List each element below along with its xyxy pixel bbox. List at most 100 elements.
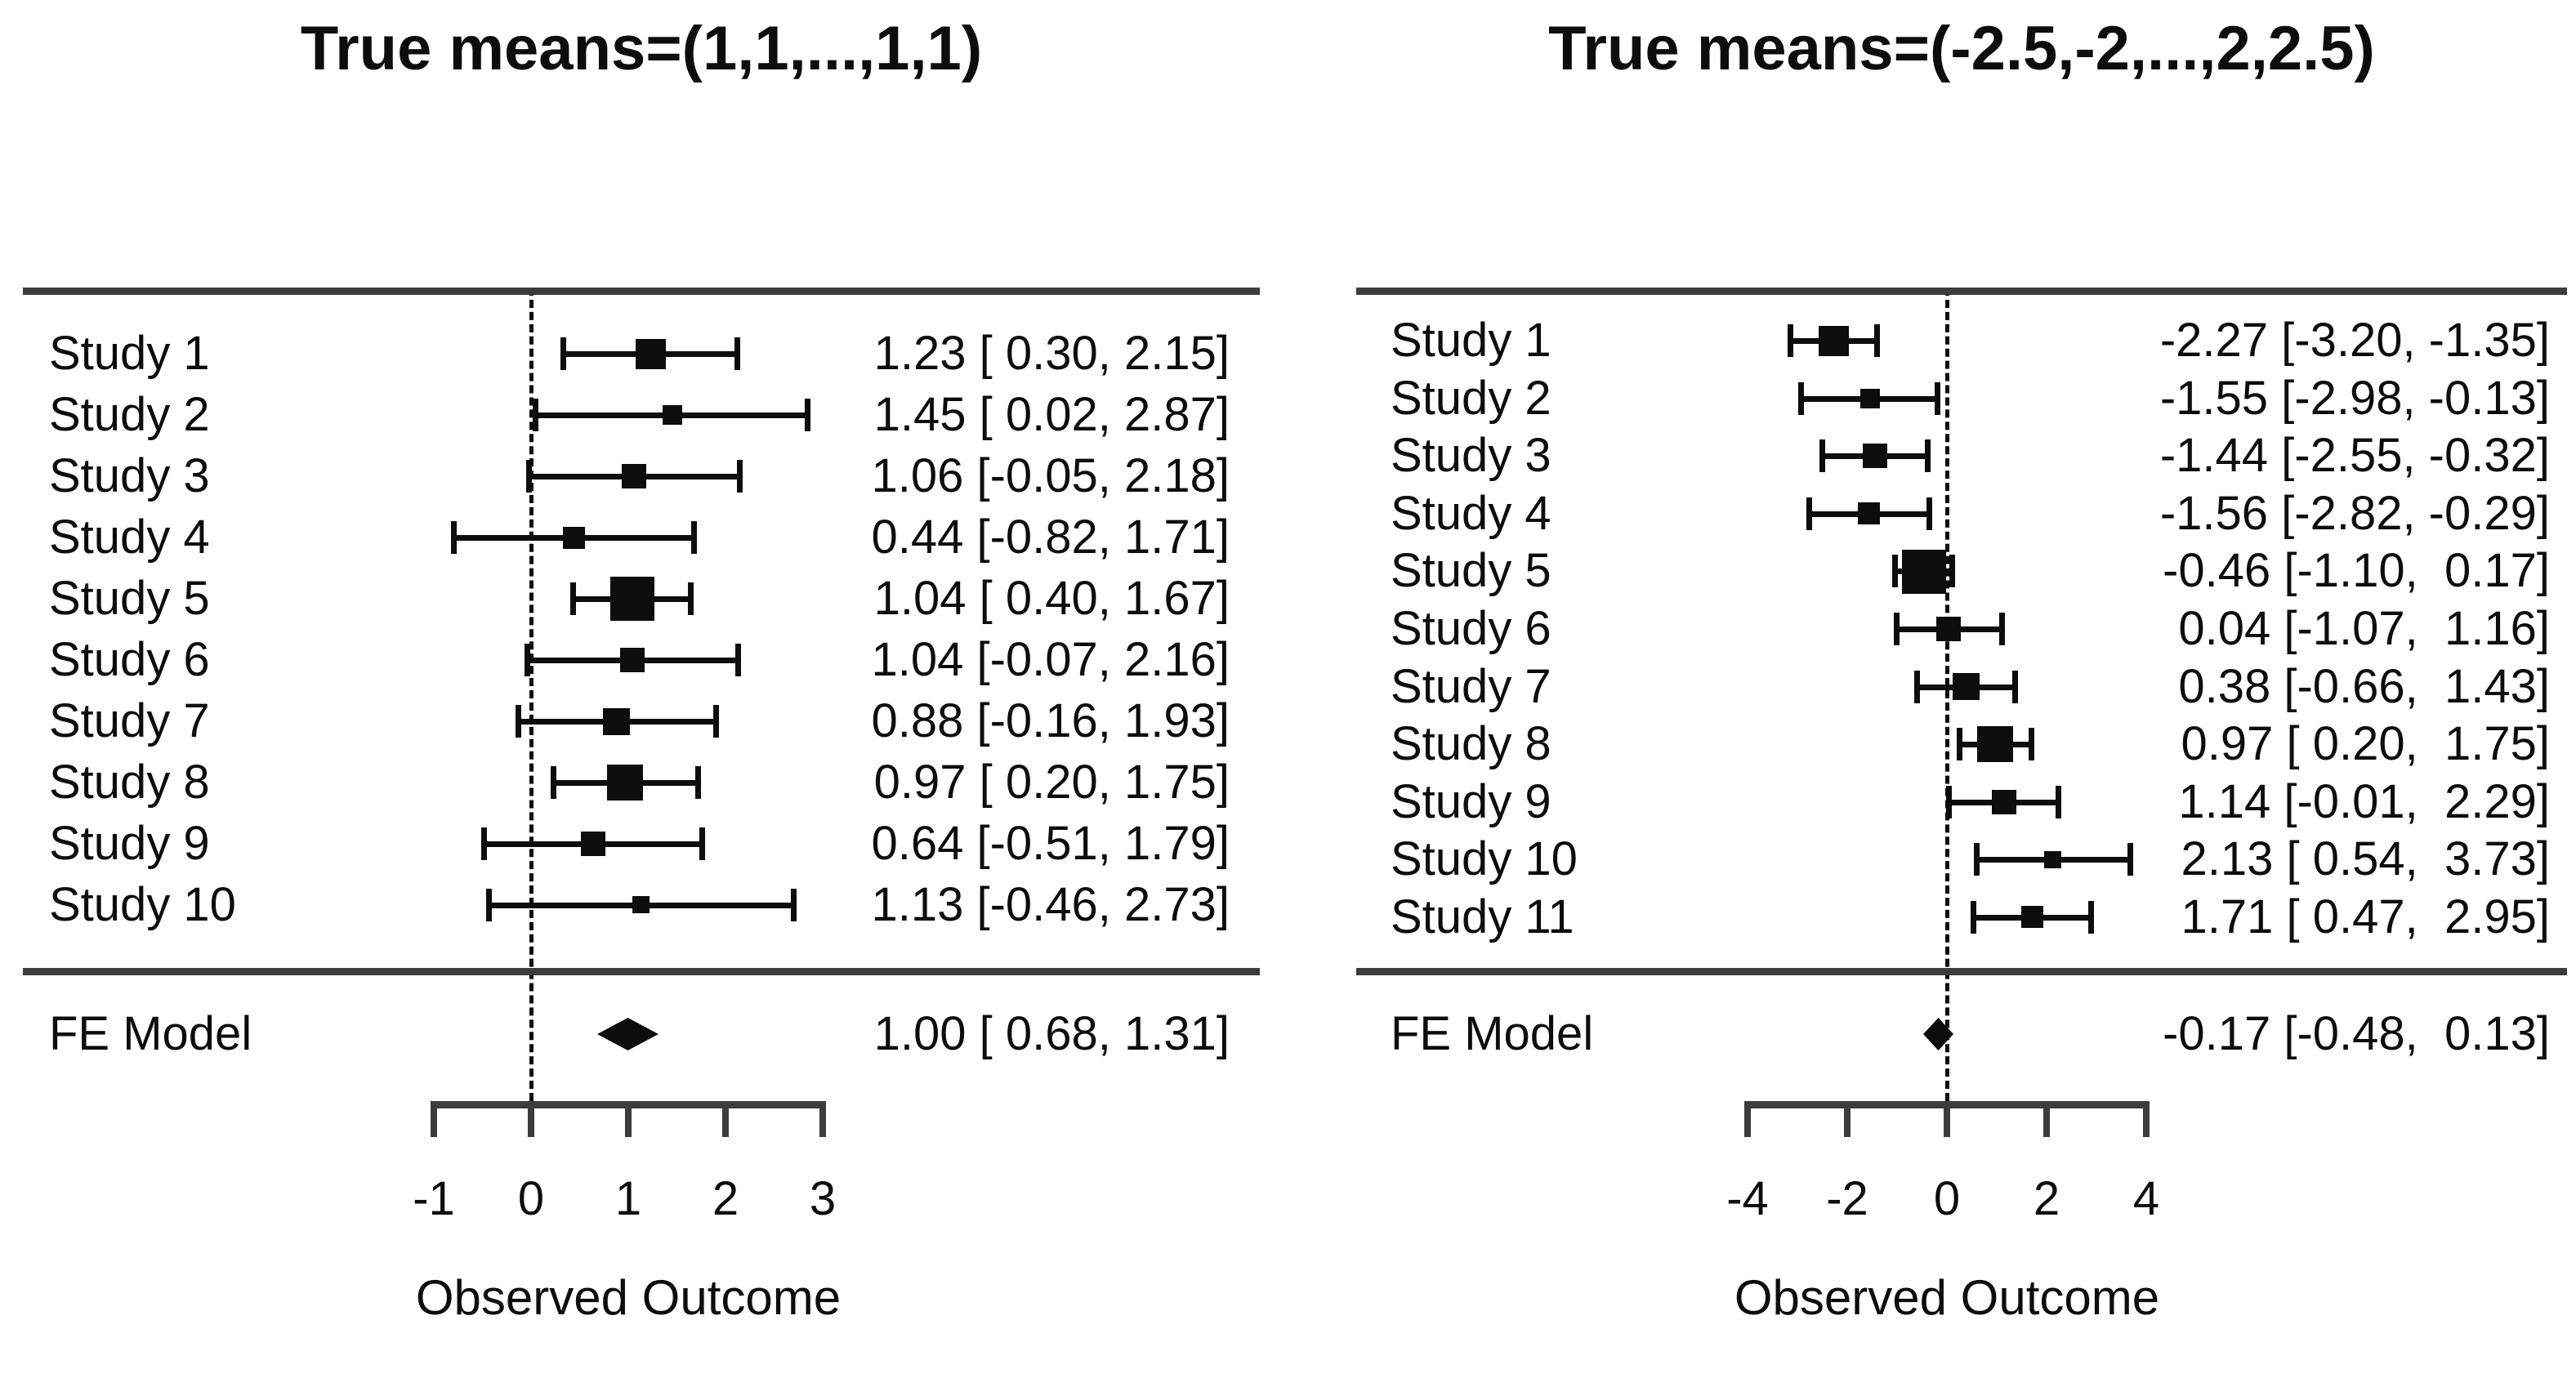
- ci-cap-right: [2088, 901, 2094, 934]
- point-estimate-square: [1992, 790, 2016, 814]
- ci-cap-right: [1926, 497, 1932, 530]
- ci-cap-left: [570, 582, 576, 615]
- summary-diamond: [597, 1018, 659, 1050]
- estimate-annotation: -1.56 [-2.82, -0.29]: [2159, 487, 2550, 540]
- estimate-annotation: 1.04 [-0.07, 2.16]: [871, 633, 1230, 686]
- ci-cap-right: [2029, 728, 2034, 760]
- study-label: Study 9: [49, 817, 210, 870]
- point-estimate-square: [1936, 617, 1961, 641]
- x-axis-label: Observed Outcome: [415, 1270, 842, 1325]
- ci-cap-left: [551, 766, 556, 799]
- ci-cap-left: [481, 827, 487, 860]
- study-label: Study 3: [1391, 429, 1551, 482]
- x-tick-label: 4: [2132, 1172, 2160, 1225]
- point-estimate-square: [632, 896, 650, 913]
- ci-cap-right: [1999, 613, 2005, 645]
- x-axis-tick: [431, 1101, 437, 1137]
- ci-cap-left: [1914, 671, 1920, 703]
- ci-cap-left: [1788, 324, 1793, 357]
- ci-cap-left: [451, 521, 457, 554]
- ci-cap-right: [699, 827, 705, 860]
- ci-cap-right: [2012, 671, 2018, 703]
- x-axis-tick: [722, 1101, 729, 1137]
- ci-cap-left: [1806, 497, 1812, 530]
- ci-cap-right: [691, 521, 697, 554]
- study-label: Study 5: [49, 572, 210, 625]
- x-tick-label: 1: [614, 1172, 642, 1225]
- point-estimate-square: [1858, 502, 1880, 524]
- point-estimate-square: [607, 765, 643, 800]
- ci-cap-left: [516, 705, 521, 738]
- study-label: Study 8: [1391, 717, 1551, 770]
- ci-cap-right: [1874, 324, 1880, 357]
- study-label: Study 4: [49, 511, 210, 564]
- point-estimate-square: [1860, 389, 1880, 408]
- ci-cap-right: [688, 582, 694, 615]
- x-axis-label: Observed Outcome: [1734, 1270, 2160, 1325]
- x-tick-label: 2: [2033, 1172, 2060, 1225]
- zero-reference-line: [529, 288, 534, 1101]
- ci-cap-right: [805, 399, 810, 431]
- x-axis-tick: [1844, 1101, 1851, 1137]
- forest-plot-left: True means=(1,1,...,1,1) Observed Outcom…: [23, 14, 1260, 1325]
- point-estimate-square: [2021, 906, 2043, 928]
- x-axis-tick: [625, 1101, 632, 1137]
- estimate-annotation: 1.13 [-0.46, 2.73]: [871, 878, 1230, 931]
- estimate-annotation: 1.71 [ 0.47, 2.95]: [2181, 890, 2550, 943]
- estimate-annotation: 1.45 [ 0.02, 2.87]: [873, 388, 1230, 441]
- ci-cap-left: [525, 644, 530, 676]
- point-estimate-square: [581, 832, 605, 856]
- ci-cap-left: [1892, 555, 1898, 587]
- ci-cap-left: [1971, 901, 1976, 934]
- study-label: Study 6: [1391, 602, 1551, 655]
- x-tick-label: -1: [413, 1172, 455, 1225]
- ci-cap-left: [526, 460, 532, 493]
- point-estimate-square: [620, 648, 645, 672]
- ci-cap-left: [1894, 613, 1900, 645]
- ci-cap-left: [533, 399, 538, 431]
- point-estimate-square: [1863, 444, 1887, 468]
- ci-cap-left: [1819, 439, 1825, 472]
- ci-cap-left: [486, 889, 492, 921]
- ci-cap-right: [2056, 786, 2061, 818]
- estimate-annotation: 1.23 [ 0.30, 2.15]: [873, 327, 1230, 380]
- study-label: Study 6: [49, 633, 210, 686]
- study-label: Study 2: [49, 388, 210, 441]
- estimate-annotation: -1.44 [-2.55, -0.32]: [2159, 429, 2550, 482]
- estimate-annotation: 2.13 [ 0.54, 3.73]: [2181, 832, 2550, 885]
- x-tick-label: -2: [1826, 1172, 1868, 1225]
- x-axis-tick: [1744, 1101, 1751, 1137]
- top-rule: [23, 288, 1260, 295]
- x-tick-label: 3: [809, 1172, 837, 1225]
- study-label: Study 10: [49, 878, 236, 931]
- ci-cap-right: [791, 889, 797, 921]
- estimate-annotation: 1.06 [-0.05, 2.18]: [871, 449, 1230, 502]
- point-estimate-square: [622, 464, 646, 488]
- ci-cap-right: [695, 766, 701, 799]
- estimate-annotation: 0.97 [ 0.20, 1.75]: [873, 756, 1230, 809]
- separator-rule: [23, 968, 1260, 975]
- x-tick-label: -4: [1726, 1172, 1769, 1225]
- point-estimate-square: [1977, 726, 2013, 762]
- x-axis-tick: [1944, 1101, 1950, 1137]
- point-estimate-square: [1819, 326, 1849, 356]
- estimate-annotation: 0.38 [-0.66, 1.43]: [2178, 660, 2550, 713]
- ci-cap-left: [1974, 843, 1980, 876]
- ci-cap-right: [1925, 439, 1931, 472]
- study-label: Study 1: [1391, 314, 1551, 367]
- x-axis-tick: [819, 1101, 826, 1137]
- point-estimate-square: [1953, 673, 1980, 700]
- point-estimate-square: [563, 527, 585, 549]
- study-label: Study 11: [1391, 890, 1574, 943]
- point-estimate-square: [636, 339, 666, 369]
- zero-reference-line: [1945, 288, 1949, 1101]
- x-axis-tick: [2043, 1101, 2050, 1137]
- ci-cap-right: [713, 705, 719, 738]
- estimate-annotation: 1.04 [ 0.40, 1.67]: [873, 572, 1230, 625]
- x-tick-label: 2: [712, 1172, 739, 1225]
- study-label: Study 3: [49, 449, 210, 502]
- x-axis-tick: [2143, 1101, 2150, 1137]
- estimate-annotation: -2.27 [-3.20, -1.35]: [2159, 314, 2550, 367]
- study-label: Study 9: [1391, 775, 1551, 828]
